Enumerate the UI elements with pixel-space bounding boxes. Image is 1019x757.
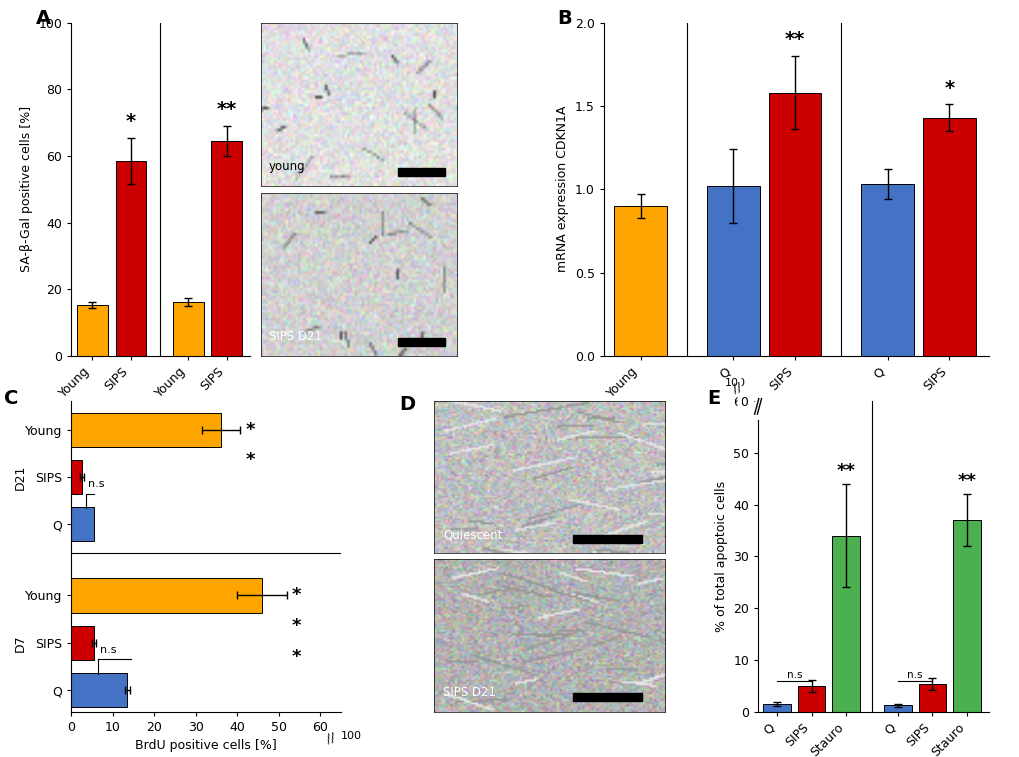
Bar — [797, 686, 824, 712]
Text: 100: 100 — [723, 378, 745, 388]
Text: D7: D7 — [152, 456, 169, 469]
Text: Quiescent: Quiescent — [443, 528, 502, 541]
Bar — [397, 168, 445, 176]
Bar — [860, 184, 913, 356]
Text: D7: D7 — [13, 634, 26, 652]
Text: **: ** — [957, 472, 975, 491]
Bar — [71, 626, 94, 660]
Bar — [71, 507, 94, 541]
Text: D: D — [399, 395, 415, 414]
Text: D21: D21 — [13, 464, 26, 490]
Text: E: E — [706, 389, 719, 408]
Y-axis label: % of total apoptoic cells: % of total apoptoic cells — [714, 481, 727, 632]
Text: B: B — [556, 9, 572, 28]
Bar — [952, 520, 980, 712]
Text: n.s: n.s — [907, 669, 922, 680]
Text: C: C — [4, 389, 18, 408]
Bar — [762, 704, 790, 712]
Text: *: * — [246, 421, 255, 438]
Bar — [613, 206, 666, 356]
Bar — [71, 673, 127, 707]
Text: n.s: n.s — [786, 669, 801, 680]
Bar — [77, 305, 108, 356]
Text: young: young — [269, 160, 305, 173]
Text: D21: D21 — [906, 456, 931, 469]
Text: *: * — [246, 451, 255, 469]
Text: n.s: n.s — [88, 479, 104, 489]
Y-axis label: mRNA expression CDKN1A: mRNA expression CDKN1A — [555, 106, 569, 273]
Text: *: * — [125, 112, 136, 131]
Bar — [573, 535, 642, 543]
Text: *: * — [291, 648, 301, 666]
Text: SIPS D21: SIPS D21 — [443, 687, 496, 699]
Bar — [768, 92, 820, 356]
Bar — [71, 460, 82, 494]
Text: *: * — [291, 587, 301, 605]
Text: *: * — [944, 79, 954, 98]
Text: //: // — [325, 731, 336, 746]
Bar — [71, 578, 262, 612]
Bar — [211, 141, 242, 356]
Bar — [922, 117, 974, 356]
Bar — [173, 302, 204, 356]
Text: SIPS D21: SIPS D21 — [269, 330, 321, 343]
Text: //: // — [731, 380, 743, 395]
Bar — [706, 186, 759, 356]
Text: 100: 100 — [340, 731, 362, 740]
Bar — [71, 413, 221, 447]
Bar — [918, 684, 946, 712]
Bar — [397, 338, 445, 346]
Text: **: ** — [784, 30, 804, 49]
Text: *: * — [291, 617, 301, 635]
Text: A: A — [36, 9, 51, 28]
Y-axis label: SA-β-Gal positive cells [%]: SA-β-Gal positive cells [%] — [20, 106, 33, 273]
Bar — [832, 536, 859, 712]
Text: D7: D7 — [775, 456, 793, 469]
Bar — [115, 161, 146, 356]
X-axis label: BrdU positive cells [%]: BrdU positive cells [%] — [136, 739, 277, 752]
Text: n.s: n.s — [100, 645, 116, 655]
Bar — [883, 706, 911, 712]
Text: **: ** — [216, 101, 236, 120]
Text: **: ** — [836, 462, 855, 480]
Bar — [573, 693, 642, 701]
Text: D21: D21 — [205, 456, 230, 469]
